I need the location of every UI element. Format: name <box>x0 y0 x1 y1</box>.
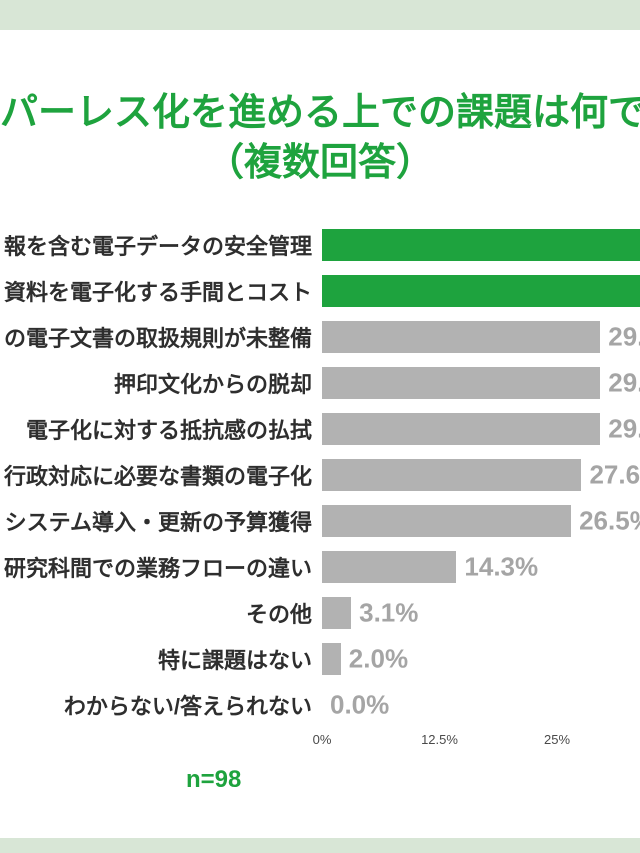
bar-track: 29.6% <box>322 314 640 360</box>
bar-track: 2.0% <box>322 636 640 682</box>
category-label: その他 <box>245 602 312 627</box>
bar <box>322 505 572 537</box>
page: パーレス化を進める上での課題は何で （複数回答） 報を含む電子データの安全管理 … <box>0 30 640 794</box>
bar-track <box>322 222 640 268</box>
value-label: 26.5% <box>579 505 640 536</box>
category-label: システム導入・更新の予算獲得 <box>4 510 312 535</box>
chart-row: 特に課題はない 2.0% <box>0 636 640 682</box>
x-axis: 0% 12.5% 25% <box>313 732 640 750</box>
bar <box>322 597 352 629</box>
category-label: 資料を電子化する手間とコスト <box>3 280 312 305</box>
value-label: 29.6% <box>608 321 640 352</box>
value-label: 3.1% <box>359 597 419 628</box>
bar <box>322 275 640 307</box>
bar-track: 29.6% <box>322 360 640 406</box>
category-label: 行政対応に必要な書類の電子化 <box>3 464 312 489</box>
value-label: 29.6% <box>608 413 640 444</box>
sample-size: n=98 <box>186 766 242 793</box>
bar-chart: 報を含む電子データの安全管理 資料を電子化する手間とコスト の電子文書の取扱規則… <box>0 222 640 794</box>
bar-track: 14.3% <box>322 544 640 590</box>
chart-title: パーレス化を進める上での課題は何で （複数回答） <box>0 88 640 188</box>
category-label: 特に課題はない <box>157 648 312 673</box>
bar-track: 3.1% <box>322 590 640 636</box>
category-label: 電子化に対する抵抗感の払拭 <box>25 418 312 443</box>
bar <box>322 643 341 675</box>
chart-row: 報を含む電子データの安全管理 <box>0 222 640 268</box>
chart-row: 研究科間での業務フローの違い 14.3% <box>0 544 640 590</box>
category-label: の電子文書の取扱規則が未整備 <box>3 326 312 351</box>
chart-rows: 報を含む電子データの安全管理 資料を電子化する手間とコスト の電子文書の取扱規則… <box>0 222 640 728</box>
value-label: 2.0% <box>348 643 409 674</box>
chart-row: わからない/答えられない 0.0% <box>0 682 640 728</box>
x-axis-tick: 0% <box>312 732 332 747</box>
bar-track: 0.0% <box>322 682 640 728</box>
bar <box>322 551 457 583</box>
x-axis-tick: 25% <box>543 732 571 747</box>
value-label: 29.6% <box>608 367 640 398</box>
value-label: 27.6% <box>589 459 640 490</box>
chart-row: 行政対応に必要な書類の電子化 27.6% <box>0 452 640 498</box>
chart-row: 電子化に対する抵抗感の払拭 29.6% <box>0 406 640 452</box>
bar-track: 27.6% <box>322 452 640 498</box>
x-axis-tick: 12.5% <box>421 732 458 747</box>
value-label: 0.0% <box>330 689 390 720</box>
chart-row: 資料を電子化する手間とコスト <box>0 268 640 314</box>
category-label: わからない/答えられない <box>63 694 312 719</box>
chart-row: その他 3.1% <box>0 590 640 636</box>
category-label: 押印文化からの脱却 <box>113 372 312 397</box>
value-label: 14.3% <box>464 551 539 582</box>
bar <box>322 229 640 261</box>
chart-title-line1: パーレス化を進める上での課題は何で <box>0 92 640 134</box>
chart-title-line2: （複数回答） <box>205 142 434 184</box>
bar-track: 29.6% <box>322 406 640 452</box>
category-label: 報を含む電子データの安全管理 <box>3 234 312 259</box>
bar <box>322 321 601 353</box>
chart-row: の電子文書の取扱規則が未整備 29.6% <box>0 314 640 360</box>
chart-row: 押印文化からの脱却 29.6% <box>0 360 640 406</box>
chart-row: システム導入・更新の予算獲得 26.5% <box>0 498 640 544</box>
bar-track <box>322 268 640 314</box>
bar <box>322 367 601 399</box>
bar <box>322 413 601 445</box>
bar-track: 26.5% <box>322 498 640 544</box>
category-label: 研究科間での業務フローの違い <box>3 556 312 581</box>
bar <box>322 459 582 491</box>
